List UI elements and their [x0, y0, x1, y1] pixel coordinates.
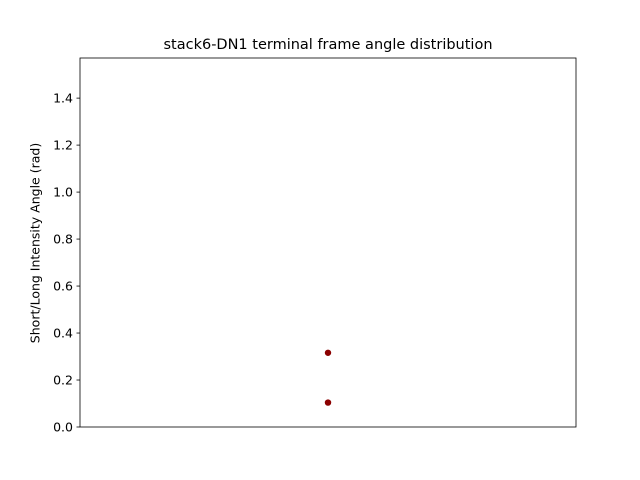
y-tick-label: 1.0 [53, 185, 73, 200]
y-tick-label: 1.2 [53, 138, 73, 153]
data-point [324, 399, 332, 406]
data-points [324, 349, 332, 406]
y-tick-label: 0.4 [53, 326, 73, 341]
plot-area-frame [79, 57, 577, 428]
y-tick-label: 0.8 [53, 232, 73, 247]
y-tick-label: 0.6 [53, 279, 73, 294]
y-tick-label: 0.2 [53, 373, 73, 388]
y-axis-label: Short/Long Intensity Angle (rad) [28, 143, 43, 343]
chart-title: stack6-DN1 terminal frame angle distribu… [163, 37, 492, 53]
data-point [324, 349, 332, 356]
y-axis-ticks: 0.0 0.2 0.4 0.6 0.8 1.0 1.2 1.4 [53, 91, 80, 435]
y-tick-label: 1.4 [53, 91, 73, 106]
y-tick-label: 0.0 [53, 420, 73, 435]
